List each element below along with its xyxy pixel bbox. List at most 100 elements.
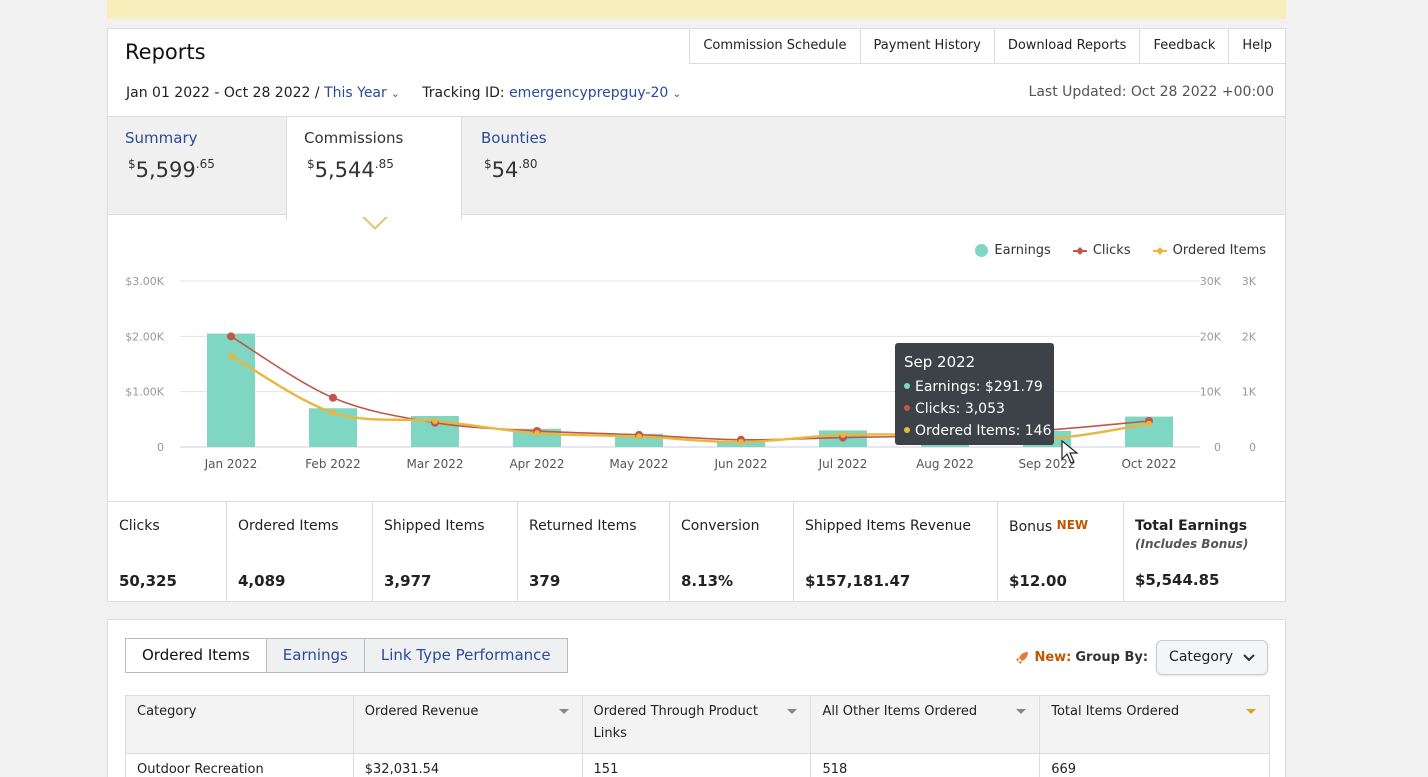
tooltip-clicks: Clicks: 3,053 — [904, 398, 1045, 420]
active-tab-pointer — [362, 216, 388, 230]
new-label: New: — [1034, 650, 1072, 665]
clicks-point — [227, 332, 235, 341]
col-total-items[interactable]: Total Items Ordered — [1039, 695, 1270, 754]
sort-icon[interactable] — [558, 709, 569, 714]
nav-payment-history[interactable]: Payment History — [859, 28, 994, 64]
y2-tick-label: 30K — [1200, 275, 1222, 288]
breakdown-card: Ordered Items Earnings Link Type Perform… — [107, 619, 1286, 777]
y-tick-label: $2.00K — [125, 330, 164, 343]
earnings-chart: $3.00K 30K 3K $2.00K 20K 2K $1.00K 10K 1K 0 0 0 Jan … — [125, 275, 1257, 471]
period-dropdown[interactable]: This Year ⌄ — [324, 85, 400, 101]
y-tick-label: $1.00K — [125, 386, 164, 399]
ordered-point — [228, 352, 234, 359]
tab-commissions-label: Commissions — [304, 129, 404, 147]
tab-link-type-performance[interactable]: Link Type Performance — [363, 638, 568, 673]
y3-tick-label: 3K — [1242, 275, 1257, 288]
metric-shipped-revenue: Shipped Items Revenue $157,181.47 — [794, 502, 998, 602]
notice-banner — [107, 0, 1286, 19]
tab-bounties-label: Bounties — [481, 129, 547, 147]
y3-tick-label: 0 — [1249, 441, 1256, 454]
metric-returned-items: Returned Items 379 — [518, 502, 670, 602]
breakdown-tabs: Ordered Items Earnings Link Type Perform… — [125, 638, 568, 673]
x-tick-label: Jun 2022 — [713, 457, 767, 471]
tab-summary[interactable]: Summary $5,599.65 — [108, 117, 286, 215]
tab-summary-value: $5,599.65 — [128, 157, 215, 182]
nav-download-reports[interactable]: Download Reports — [993, 28, 1140, 64]
col-ordered-revenue[interactable]: Ordered Revenue — [352, 695, 583, 754]
metric-ordered-items: Ordered Items 4,089 — [227, 502, 373, 602]
earnings-dot-icon — [975, 244, 989, 257]
clicks-line-icon — [1072, 246, 1087, 255]
tab-ordered-items[interactable]: Ordered Items — [125, 638, 267, 673]
metric-shipped-items: Shipped Items 3,977 — [373, 502, 518, 602]
y-tick-label: 0 — [157, 441, 164, 454]
y3-tick-label: 2K — [1242, 330, 1257, 343]
x-tick-label: Aug 2022 — [916, 457, 974, 471]
chevron-down-icon: ⌄ — [390, 87, 400, 100]
ordered-point — [636, 433, 642, 440]
table-row: Outdoor Recreation $32,031.54 151 518 66… — [125, 753, 1270, 777]
group-by-control: New: Group By: Category — [1014, 640, 1268, 675]
page-title: Reports — [125, 40, 206, 64]
date-range-row: Jan 01 2022 - Oct 28 2022 / This Year ⌄ T… — [126, 85, 682, 101]
metric-total-earnings: Total Earnings (Includes Bonus) $5,544.85 — [1135, 518, 1249, 589]
legend-earnings[interactable]: Earnings — [975, 243, 1051, 258]
new-badge: NEW — [1056, 518, 1089, 532]
sort-icon[interactable] — [787, 709, 798, 714]
y2-tick-label: 20K — [1200, 330, 1222, 343]
bar-jan-2022 — [207, 333, 255, 447]
category-link[interactable]: Outdoor Recreation — [125, 753, 354, 777]
nav-feedback[interactable]: Feedback — [1139, 28, 1229, 64]
nav-commission-schedule[interactable]: Commission Schedule — [689, 28, 860, 64]
metric-conversion: Conversion 8.13% — [670, 502, 794, 602]
last-updated: Last Updated: Oct 28 2022 +00:00 — [1028, 84, 1274, 100]
col-ordered-through-links[interactable]: Ordered Through Product Links — [581, 695, 812, 754]
tooltip-ordered: Ordered Items: 146 — [904, 420, 1051, 442]
sort-icon[interactable] — [1016, 709, 1027, 714]
rocket-icon — [1016, 651, 1029, 664]
tab-bounties[interactable]: Bounties $54.80 — [464, 117, 642, 215]
legend-clicks[interactable]: Clicks — [1072, 243, 1131, 258]
chevron-down-icon: ⌄ — [672, 87, 682, 100]
tooltip-earnings: Earnings: $291.79 — [904, 376, 1045, 398]
x-tick-label: Feb 2022 — [305, 457, 361, 471]
y2-tick-label: 0 — [1214, 441, 1221, 454]
ordered-point — [840, 431, 846, 438]
group-by-select[interactable]: Category — [1156, 640, 1268, 675]
tracking-label: Tracking ID: — [422, 85, 505, 101]
tab-earnings[interactable]: Earnings — [265, 638, 365, 673]
x-tick-label: Jan 2022 — [204, 457, 258, 471]
reports-card: Reports Commission Schedule Payment Hist… — [107, 28, 1286, 602]
nav-help[interactable]: Help — [1228, 28, 1286, 64]
metric-bonus: Bonus NEW $12.00 — [998, 502, 1124, 602]
clicks-point — [329, 393, 337, 402]
ordered-point — [1146, 420, 1152, 427]
cell-ordered-revenue: $32,031.54 — [352, 753, 583, 777]
col-all-other-items[interactable]: All Other Items Ordered — [810, 695, 1041, 754]
tracking-id-dropdown[interactable]: emergencyprepguy-20 ⌄ — [509, 85, 681, 101]
date-separator: / — [314, 85, 320, 101]
chevron-down-icon — [1243, 653, 1255, 661]
x-tick-label: Mar 2022 — [407, 457, 464, 471]
tracking-id: emergencyprepguy-20 — [509, 85, 669, 101]
x-tick-label: May 2022 — [609, 457, 668, 471]
cell-total-items: 669 — [1039, 753, 1270, 777]
y-tick-label: $3.00K — [125, 275, 164, 288]
tooltip-title: Sep 2022 — [904, 353, 976, 371]
group-by-label: Group By: — [1075, 650, 1149, 665]
ordered-point — [534, 430, 540, 437]
mouse-cursor-icon — [1061, 439, 1079, 464]
x-tick-label: Oct 2022 — [1121, 457, 1176, 471]
chart-legend: Earnings Clicks Ordered Items — [975, 243, 1266, 258]
tab-summary-label: Summary — [125, 129, 198, 147]
tab-commissions[interactable]: Commissions $5,544.85 — [286, 117, 462, 220]
cell-other-items: 518 — [810, 753, 1041, 777]
legend-ordered-items[interactable]: Ordered Items — [1152, 243, 1266, 258]
metric-clicks: Clicks 50,325 — [108, 502, 227, 602]
sort-active-icon[interactable] — [1246, 709, 1256, 714]
col-category[interactable]: Category — [125, 695, 354, 754]
period-label: This Year — [324, 85, 387, 101]
summary-tabs: Summary $5,599.65 Commissions $5,544.85 … — [108, 116, 1285, 220]
metrics-row: Clicks 50,325 Ordered Items 4,089 Shipped … — [108, 501, 1285, 602]
y2-tick-label: 10K — [1200, 386, 1222, 399]
